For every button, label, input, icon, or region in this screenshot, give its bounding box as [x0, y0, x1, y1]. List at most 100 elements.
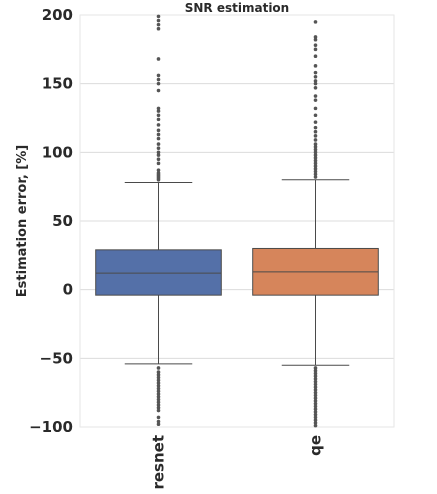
outlier-point: [156, 77, 161, 82]
x-tick-label: resnet: [150, 435, 168, 490]
outlier-point: [313, 35, 318, 39]
outlier-point: [156, 88, 161, 93]
outlier-point: [313, 81, 318, 86]
outlier-point: [156, 375, 161, 380]
outlier-point: [313, 20, 318, 24]
outlier-point: [313, 407, 318, 411]
outlier-point: [156, 397, 161, 402]
outlier-point: [313, 410, 318, 414]
plot-frame: [79, 14, 395, 428]
outlier-point: [313, 70, 318, 75]
outlier-point: [156, 109, 161, 113]
outlier-point: [313, 172, 318, 177]
outlier-point: [156, 419, 161, 424]
x-tick-labels: resnet qe: [150, 435, 325, 490]
outlier-point: [156, 389, 161, 394]
outlier-point: [313, 98, 318, 102]
outlier-point: [313, 377, 318, 381]
outlier-point: [156, 22, 161, 27]
outlier-point: [156, 14, 161, 19]
outlier-point: [156, 123, 161, 127]
outlier-point: [156, 373, 161, 377]
outlier-point: [313, 113, 318, 118]
boxes: [95, 14, 379, 428]
outlier-point: [156, 81, 161, 86]
outlier-point: [313, 368, 318, 373]
outlier-point: [313, 371, 318, 376]
outlier-point: [313, 423, 318, 428]
outlier-point: [313, 164, 318, 168]
outlier-point: [313, 47, 318, 52]
outlier-point: [313, 134, 318, 138]
outlier-point: [313, 169, 318, 174]
outlier-point: [313, 153, 318, 157]
y-tick-label: 50: [52, 212, 73, 230]
outlier-point: [156, 132, 161, 137]
outlier-point: [156, 392, 161, 396]
outlier-point: [313, 161, 318, 166]
outlier-point: [156, 18, 161, 23]
outlier-point: [313, 401, 318, 406]
outlier-point: [313, 142, 318, 146]
outlier-point: [313, 167, 318, 171]
chart-title: SNR estimation: [185, 1, 289, 15]
outlier-point: [156, 161, 161, 166]
outlier-point: [313, 147, 318, 152]
outlier-point: [156, 378, 161, 383]
outlier-point: [313, 94, 318, 98]
outlier-point: [156, 408, 161, 413]
iqr-box: [95, 249, 222, 296]
outlier-point: [313, 379, 318, 384]
y-tick-label: 200: [42, 6, 73, 24]
outlier-point: [156, 405, 161, 410]
outlier-point: [313, 64, 318, 68]
outlier-point: [313, 393, 318, 398]
outlier-point: [313, 412, 318, 417]
outlier-point: [156, 171, 161, 175]
outlier-point: [156, 106, 161, 111]
outlier-point: [313, 129, 318, 134]
outlier-point: [156, 381, 161, 385]
outlier-point: [156, 415, 161, 420]
outlier-point: [313, 382, 318, 387]
outlier-point: [313, 120, 318, 124]
outlier-point: [313, 156, 318, 160]
y-tick-label: 150: [42, 75, 73, 93]
outlier-point: [313, 421, 318, 425]
outlier-point: [156, 57, 161, 61]
outlier-point: [313, 54, 318, 58]
outlier-point: [156, 400, 161, 405]
outlier-point: [156, 386, 161, 391]
outlier-point: [313, 75, 318, 79]
outlier-point: [156, 128, 161, 133]
outlier-point: [313, 399, 318, 403]
outlier-point: [156, 394, 161, 399]
outlier-point: [313, 37, 318, 42]
outlier-point: [313, 385, 318, 389]
outlier-point: [156, 366, 161, 370]
outlier-point: [156, 142, 161, 146]
box-group-resnet: [95, 14, 222, 427]
outlier-point: [156, 384, 161, 388]
outlier-point: [313, 106, 318, 111]
outlier-point: [313, 396, 318, 400]
outlier-point: [156, 153, 161, 157]
y-tick-label: −100: [29, 418, 73, 436]
outlier-point: [313, 79, 318, 83]
outlier-point: [313, 404, 318, 409]
x-tick-label: qe: [307, 435, 325, 456]
outlier-point: [156, 113, 161, 118]
outlier-point: [156, 168, 161, 172]
outlier-point: [156, 146, 161, 151]
y-tick-label: 0: [63, 281, 73, 299]
outlier-point: [313, 150, 318, 155]
outlier-point: [313, 43, 318, 48]
outlier-point: [156, 136, 161, 141]
plot-border: [79, 14, 395, 428]
outlier-point: [156, 73, 161, 78]
outlier-point: [313, 415, 318, 420]
outlier-point: [313, 390, 318, 395]
outlier-point: [313, 138, 318, 142]
outlier-point: [313, 145, 318, 149]
outlier-point: [156, 422, 161, 427]
